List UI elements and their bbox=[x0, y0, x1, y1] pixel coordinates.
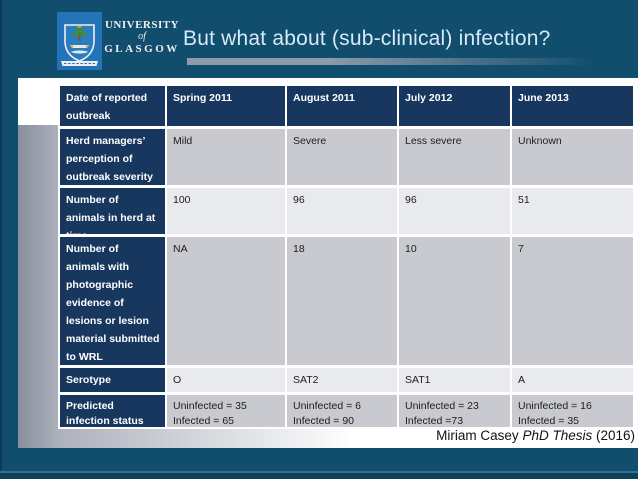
cell-line-infected: Infected = 65 bbox=[173, 415, 235, 427]
cell-line-uninfected: Uninfected = 6 bbox=[293, 400, 362, 412]
table-header-cell: August 2011 bbox=[287, 86, 397, 126]
glasgow-crest-icon bbox=[57, 12, 102, 70]
attribution-thesis: PhD Thesis bbox=[522, 428, 593, 443]
table-cell: Unknown bbox=[512, 129, 633, 185]
university-of-glasgow-logo bbox=[57, 12, 102, 70]
wordmark-glasgow: GLASGOW bbox=[104, 43, 180, 55]
cell-line-infected: Infected = 90 bbox=[293, 415, 355, 427]
table-header-cell: Spring 2011 bbox=[167, 86, 285, 126]
table-cell: A bbox=[512, 368, 633, 392]
table-cell: Uninfected = 6 Infected = 90 bbox=[287, 395, 397, 427]
table-header-cell: June 2013 bbox=[512, 86, 633, 126]
table-row-label: Predicted infection status model 2B bbox=[60, 395, 165, 427]
cell-line-infected: Infected = 35 bbox=[518, 415, 580, 427]
table-row-label: Serotype bbox=[60, 368, 165, 392]
table-cell: Severe bbox=[287, 129, 397, 185]
table-cell: 96 bbox=[399, 188, 510, 234]
title-underline-bar bbox=[187, 58, 595, 65]
cell-line-infected: Infected =73 bbox=[405, 415, 464, 427]
cell-line-uninfected: Uninfected = 16 bbox=[518, 400, 592, 412]
cell-line-uninfected: Uninfected = 23 bbox=[405, 400, 479, 412]
bottom-edge-decoration bbox=[0, 473, 638, 479]
table-cell: 100 bbox=[167, 188, 285, 234]
wordmark-university: UNIVERSITY bbox=[104, 19, 180, 31]
left-edge-decoration bbox=[0, 0, 2, 479]
table-cell: O bbox=[167, 368, 285, 392]
table-cell: Uninfected = 23 Infected =73 bbox=[399, 395, 510, 427]
attribution-text: Miriam Casey PhD Thesis (2016) bbox=[436, 428, 635, 445]
attribution-year: (2016) bbox=[592, 428, 635, 443]
wordmark-of: of bbox=[138, 31, 146, 42]
table-cell: 18 bbox=[287, 237, 397, 365]
table-cell: 7 bbox=[512, 237, 633, 365]
table-row-label: Number of animals in herd at time bbox=[60, 188, 165, 234]
table-cell: 51 bbox=[512, 188, 633, 234]
slide-title: But what about (sub-clinical) infection? bbox=[183, 27, 551, 50]
table-cell: Uninfected = 35 Infected = 65 bbox=[167, 395, 285, 427]
table-row-label: Herd managers’ perception of outbreak se… bbox=[60, 129, 165, 185]
bottom-highlight-line bbox=[0, 471, 638, 473]
table-cell: SAT1 bbox=[399, 368, 510, 392]
university-wordmark: UNIVERSITY of GLASGOW bbox=[104, 19, 180, 55]
table-cell: Mild bbox=[167, 129, 285, 185]
table-row-label: Number of animals with photographic evid… bbox=[60, 237, 165, 365]
table-cell: 10 bbox=[399, 237, 510, 365]
attribution-author: Miriam Casey bbox=[436, 428, 523, 443]
table-header-label: Date of reported outbreak bbox=[60, 86, 165, 126]
outbreak-data-table: Date of reported outbreak Spring 2011 Au… bbox=[58, 86, 635, 429]
table-cell: Uninfected = 16 Infected = 35 bbox=[512, 395, 633, 427]
content-panel: Date of reported outbreak Spring 2011 Au… bbox=[18, 78, 638, 448]
table-cell: SAT2 bbox=[287, 368, 397, 392]
cell-line-uninfected: Uninfected = 35 bbox=[173, 400, 247, 412]
table-header-cell: July 2012 bbox=[399, 86, 510, 126]
table-cell: NA bbox=[167, 237, 285, 365]
table-cell: Less severe bbox=[399, 129, 510, 185]
table-cell: 96 bbox=[287, 188, 397, 234]
